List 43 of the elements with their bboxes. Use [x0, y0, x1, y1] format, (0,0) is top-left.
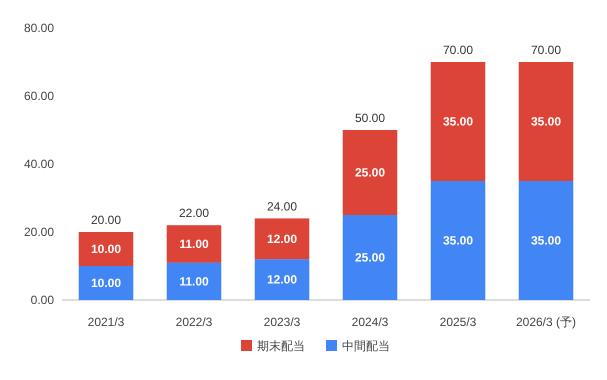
- bar: [78, 232, 134, 266]
- bar: [166, 262, 222, 300]
- legend-label: 中間配当: [342, 339, 390, 353]
- y-tick-label: 0.00: [30, 293, 54, 307]
- y-tick-label: 20.00: [24, 225, 54, 239]
- total-label: 70.00: [530, 43, 562, 57]
- total-label: 24.00: [266, 199, 298, 214]
- bar: [78, 266, 134, 300]
- bar: [342, 130, 398, 215]
- data-label: 35.00: [442, 114, 474, 128]
- bar: [342, 215, 398, 300]
- legend-label: 期末配当: [257, 339, 305, 353]
- bar: [430, 62, 486, 181]
- data-label: 11.00: [179, 274, 210, 288]
- total-label: 20.00: [90, 213, 122, 227]
- data-label: 11.00: [179, 236, 210, 251]
- data-label: 35.00: [530, 114, 562, 128]
- data-label: 35.00: [530, 234, 562, 248]
- data-label: 12.00: [266, 272, 298, 287]
- data-label: 25.00: [354, 250, 386, 264]
- bar: [518, 181, 574, 300]
- x-tick-label: 2023/3: [264, 315, 301, 329]
- data-label: 25.00: [354, 166, 386, 180]
- total-label: 70.00: [442, 43, 474, 57]
- data-label: 10.00: [90, 242, 122, 256]
- y-tick-label: 80.00: [24, 21, 54, 35]
- bar: [166, 225, 222, 263]
- x-tick-label: 2025/3: [440, 315, 477, 329]
- data-label: 10.00: [90, 276, 122, 290]
- y-tick-label: 60.00: [24, 89, 54, 103]
- y-tick-label: 40.00: [24, 157, 54, 171]
- total-label: 22.00: [178, 206, 210, 220]
- bar: [254, 218, 310, 260]
- total-label: 50.00: [354, 111, 386, 125]
- x-tick-label: 2022/3: [176, 315, 213, 329]
- bar: [430, 181, 486, 300]
- bar: [518, 62, 574, 181]
- x-tick-label: 2026/3 (予): [516, 315, 576, 329]
- x-tick-label: 2021/3: [88, 315, 125, 329]
- data-label: 12.00: [266, 232, 298, 246]
- bar: [254, 259, 310, 300]
- data-label: 35.00: [442, 234, 474, 248]
- x-tick-label: 2024/3: [352, 315, 389, 329]
